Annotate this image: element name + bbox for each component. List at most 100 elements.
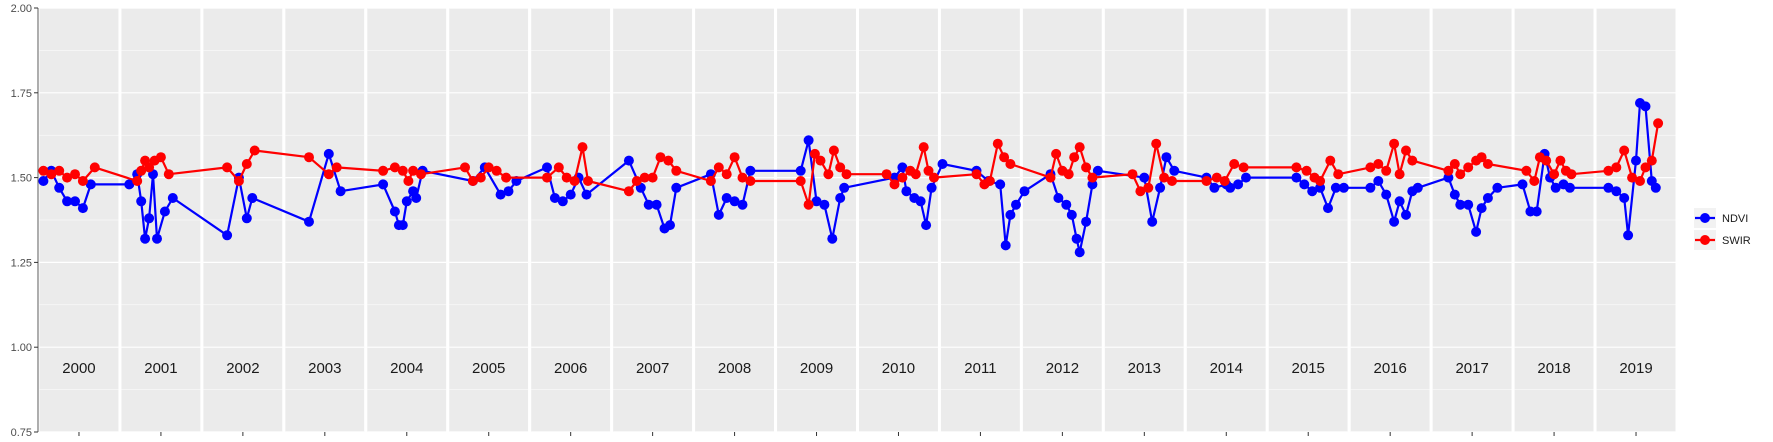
data-point-swir-1 xyxy=(46,169,57,180)
year-label-2008: 2008 xyxy=(718,360,751,377)
data-point-ndvi-33 xyxy=(495,189,506,200)
data-point-swir-83 xyxy=(1135,186,1146,197)
year-label-2012: 2012 xyxy=(1046,360,1079,377)
data-point-ndvi-0 xyxy=(38,176,49,186)
data-point-swir-111 xyxy=(1476,152,1487,163)
year-label-2006: 2006 xyxy=(554,360,587,377)
data-point-swir-38 xyxy=(583,176,593,186)
series-ndvi xyxy=(38,98,1661,258)
data-point-swir-27 xyxy=(460,162,470,173)
data-point-swir-50 xyxy=(737,172,748,183)
data-point-ndvi-105 xyxy=(1373,176,1384,186)
data-point-ndvi-129 xyxy=(1611,186,1622,197)
data-point-swir-75 xyxy=(1051,148,1062,159)
data-point-swir-57 xyxy=(828,145,839,156)
data-point-swir-14 xyxy=(222,162,233,173)
data-point-swir-17 xyxy=(249,145,260,156)
data-point-swir-128 xyxy=(1653,118,1664,129)
data-point-swir-92 xyxy=(1238,162,1249,173)
data-point-swir-56 xyxy=(823,169,834,180)
data-point-ndvi-87 xyxy=(1147,216,1158,227)
data-point-ndvi-131 xyxy=(1623,230,1634,241)
data-point-ndvi-79 xyxy=(1061,199,1072,210)
data-point-swir-102 xyxy=(1389,138,1400,149)
data-point-swir-46 xyxy=(705,176,716,186)
series-layer xyxy=(38,98,1664,258)
data-point-swir-125 xyxy=(1635,176,1645,186)
data-point-ndvi-103 xyxy=(1338,182,1349,193)
data-point-swir-84 xyxy=(1143,182,1154,193)
data-point-ndvi-36 xyxy=(542,162,552,173)
data-point-ndvi-37 xyxy=(549,193,560,203)
data-point-swir-85 xyxy=(1151,138,1162,149)
data-point-ndvi-6 xyxy=(85,179,96,190)
data-point-swir-100 xyxy=(1373,159,1384,169)
data-point-ndvi-98 xyxy=(1299,179,1310,190)
data-point-swir-116 xyxy=(1541,155,1552,166)
data-point-swir-82 xyxy=(1127,169,1138,180)
legend-marker-ndvi xyxy=(1700,213,1710,223)
data-point-swir-77 xyxy=(1063,169,1074,180)
data-point-ndvi-34 xyxy=(503,186,514,197)
year-label-2018: 2018 xyxy=(1537,360,1570,377)
data-point-ndvi-119 xyxy=(1492,182,1503,193)
data-point-ndvi-94 xyxy=(1225,182,1236,193)
data-point-ndvi-74 xyxy=(1005,209,1016,220)
data-point-swir-33 xyxy=(542,172,552,183)
data-point-swir-74 xyxy=(1045,172,1056,183)
data-point-swir-3 xyxy=(62,172,73,183)
data-point-ndvi-15 xyxy=(167,193,178,203)
data-point-swir-80 xyxy=(1081,162,1092,173)
data-point-swir-104 xyxy=(1401,145,1411,156)
data-point-swir-60 xyxy=(881,169,892,180)
data-point-ndvi-116 xyxy=(1471,226,1482,237)
data-point-ndvi-42 xyxy=(623,155,634,166)
data-point-swir-101 xyxy=(1381,165,1392,176)
data-point-swir-5 xyxy=(77,176,88,186)
data-point-swir-108 xyxy=(1455,169,1466,180)
data-point-ndvi-69 xyxy=(937,159,948,169)
data-point-ndvi-19 xyxy=(247,193,258,203)
data-point-swir-18 xyxy=(304,152,314,163)
data-point-swir-34 xyxy=(553,162,564,173)
data-point-swir-30 xyxy=(483,162,494,173)
year-label-2005: 2005 xyxy=(472,360,505,377)
data-point-ndvi-58 xyxy=(819,199,830,210)
year-label-2003: 2003 xyxy=(308,360,341,377)
data-point-swir-47 xyxy=(713,162,724,173)
data-point-swir-124 xyxy=(1627,172,1638,183)
data-point-swir-68 xyxy=(971,169,982,180)
data-point-swir-58 xyxy=(835,162,846,173)
data-point-ndvi-128 xyxy=(1603,182,1614,193)
data-point-swir-91 xyxy=(1229,159,1240,169)
legend-marker-swir xyxy=(1700,235,1710,245)
data-point-swir-88 xyxy=(1201,176,1212,186)
legend-label-swir: SWIR xyxy=(1722,235,1751,247)
data-point-ndvi-54 xyxy=(745,165,756,176)
data-point-ndvi-29 xyxy=(411,193,422,203)
year-label-2002: 2002 xyxy=(226,360,259,377)
data-point-ndvi-106 xyxy=(1381,189,1392,200)
data-point-ndvi-4 xyxy=(70,196,80,207)
data-point-ndvi-122 xyxy=(1531,206,1542,217)
data-point-ndvi-118 xyxy=(1482,193,1493,203)
data-point-swir-4 xyxy=(70,169,80,180)
plot-panel xyxy=(39,7,1679,436)
data-point-swir-96 xyxy=(1315,176,1326,186)
data-point-ndvi-66 xyxy=(915,196,926,207)
data-point-swir-99 xyxy=(1365,162,1376,173)
data-point-ndvi-76 xyxy=(1019,186,1030,197)
data-point-ndvi-68 xyxy=(926,182,937,193)
data-point-ndvi-114 xyxy=(1455,199,1466,210)
data-point-ndvi-23 xyxy=(378,179,389,190)
data-point-swir-123 xyxy=(1619,145,1630,156)
data-point-swir-118 xyxy=(1555,155,1566,166)
data-point-ndvi-108 xyxy=(1394,196,1405,207)
year-label-2010: 2010 xyxy=(882,360,915,377)
year-label-2004: 2004 xyxy=(390,360,423,377)
data-point-ndvi-39 xyxy=(565,189,576,200)
data-point-swir-114 xyxy=(1529,176,1540,186)
y-tick-label-2: 1.25 xyxy=(11,257,32,269)
data-point-swir-90 xyxy=(1219,176,1230,186)
data-point-swir-122 xyxy=(1611,162,1622,173)
